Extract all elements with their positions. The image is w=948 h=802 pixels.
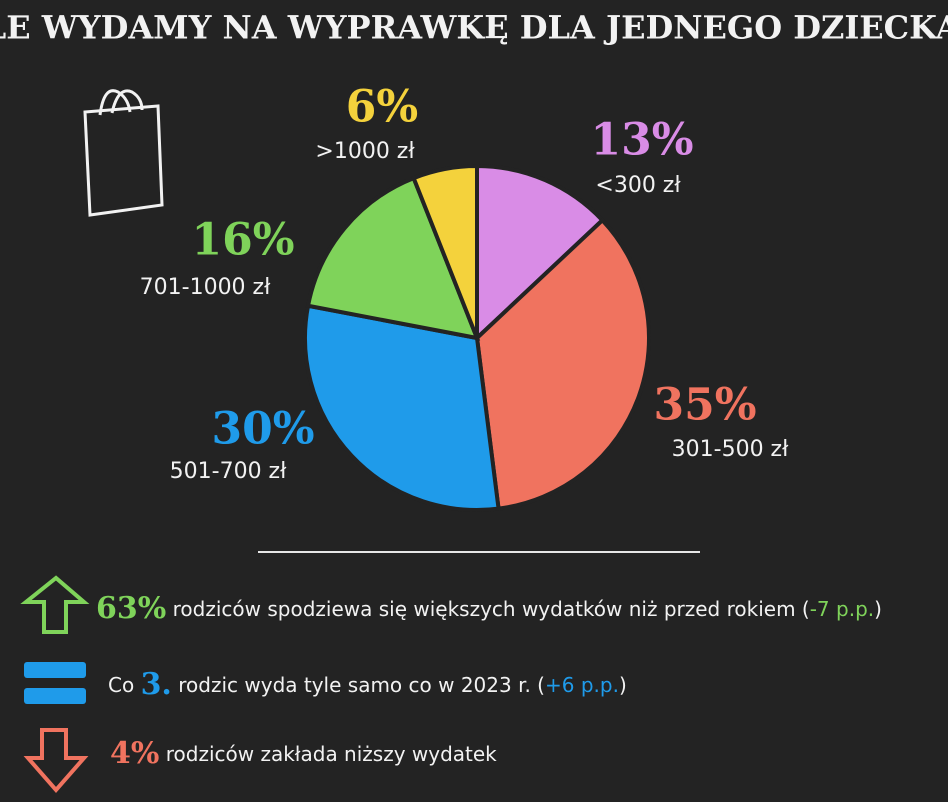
- annotation-text: rodziców zakłada niższy wydatek: [166, 742, 497, 766]
- value-label: 16%: [191, 215, 294, 266]
- category-label: <300 zł: [595, 173, 681, 198]
- annotation-note: +6 p.p.: [545, 673, 619, 697]
- equals-icon: [24, 662, 86, 704]
- annotation-prefix: Co: [108, 673, 134, 697]
- annotation: 4% rodziców zakłada niższy wydatek: [110, 736, 497, 771]
- category-label: 701-1000 zł: [140, 275, 271, 300]
- annotation-close: ): [619, 673, 627, 697]
- category-label: 501-700 zł: [170, 459, 287, 484]
- value-label: 35%: [653, 380, 756, 431]
- value-label: 6%: [346, 82, 418, 133]
- annotation-text: rodzic wyda tyle samo co w 2023 r. (: [178, 673, 545, 697]
- chart-title: ILE WYDAMY NA WYPRAWKĘ DLA JEDNEGO DZIEC…: [0, 9, 948, 47]
- pie-slice: [475, 163, 606, 343]
- annotation-close: ): [874, 597, 882, 621]
- pie-slice: [303, 303, 501, 512]
- pie-slice: [411, 163, 479, 339]
- up-arrow-icon: [20, 575, 90, 634]
- pie-slice: [474, 217, 651, 511]
- annotation-text: rodziców spodziewa się większych wydatkó…: [173, 597, 810, 621]
- annotation-highlight: 3.: [141, 667, 172, 702]
- bag-icon: [83, 89, 164, 217]
- annotation-highlight: 63%: [96, 591, 166, 626]
- pie-slice: [305, 175, 481, 341]
- annotation-highlight: 4%: [110, 736, 159, 771]
- value-label: 13%: [590, 115, 693, 166]
- annotation: Co 3. rodzic wyda tyle samo co w 2023 r.…: [108, 667, 627, 702]
- annotation-note: -7 p.p.: [810, 597, 874, 621]
- down-arrow-icon: [23, 728, 89, 794]
- category-label: >1000 zł: [315, 139, 415, 164]
- category-label: 301-500 zł: [672, 437, 789, 462]
- annotation: 63% rodziców spodziewa się większych wyd…: [96, 591, 882, 626]
- value-label: 30%: [211, 404, 314, 455]
